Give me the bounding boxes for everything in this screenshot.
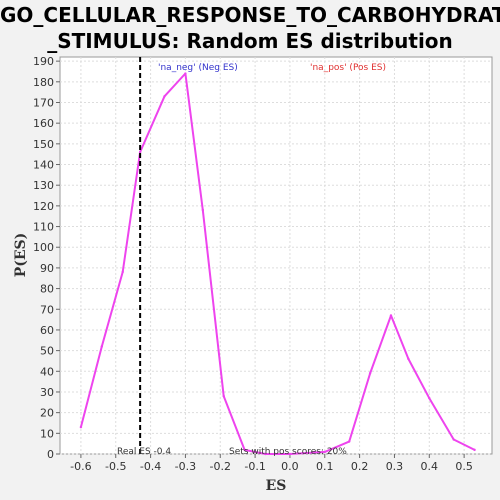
x-tick-label: 0.1 <box>316 460 334 473</box>
data-point <box>79 425 83 429</box>
y-tick-label: 30 <box>40 386 54 399</box>
data-point <box>121 270 124 274</box>
y-tick-label: 190 <box>33 55 54 68</box>
data-point <box>323 450 326 454</box>
data-point <box>201 208 205 212</box>
data-point <box>264 452 267 456</box>
axes: 0 10 20 30 40 50 60 70 80 90 100 110 120 130 140 150 160… <box>33 55 473 473</box>
y-tick-label: 0 <box>47 448 54 461</box>
data-point <box>368 372 372 375</box>
x-tick-label: 0.5 <box>455 460 473 473</box>
y-tick-label: 140 <box>33 159 54 172</box>
series-layer <box>79 72 476 456</box>
grid-lines <box>60 57 492 455</box>
y-tick-label: 160 <box>33 117 54 130</box>
x-tick-label: -0.5 <box>105 460 126 473</box>
data-point <box>407 357 410 361</box>
data-point <box>163 95 166 98</box>
y-tick-label: 130 <box>33 179 54 192</box>
chart-title: GO_CELLULAR_RESPONSE_TO_CARBOHYDRATE _ST… <box>0 2 500 54</box>
data-point <box>222 394 225 398</box>
legend-neg: 'na_neg' (Neg ES) <box>158 63 238 73</box>
data-point <box>243 448 246 452</box>
x-tick-label: -0.4 <box>140 460 161 473</box>
title-line-1: GO_CELLULAR_RESPONSE_TO_CARBOHYDRATE <box>0 3 500 27</box>
y-tick-label: 90 <box>40 262 54 275</box>
y-axis-title: P(ES) <box>13 233 29 278</box>
y-tick-label: 180 <box>33 76 54 89</box>
y-tick-label: 70 <box>40 303 54 316</box>
x-axis-title: ES <box>266 478 287 494</box>
y-tick-label: 40 <box>40 365 54 378</box>
x-tick-label: 0.4 <box>421 460 439 473</box>
y-tick-label: 50 <box>40 345 54 358</box>
x-tick-label: -0.6 <box>70 460 91 473</box>
y-tick-label: 80 <box>40 283 54 296</box>
y-tick-label: 60 <box>40 324 54 337</box>
x-tick-label: 0.3 <box>386 460 404 473</box>
y-tick-label: 170 <box>33 96 54 109</box>
real-es-annotation: Real ES -0.4 <box>117 447 171 457</box>
x-tick-label: -0.3 <box>175 460 196 473</box>
data-point <box>452 438 455 441</box>
x-tick-label: 0.2 <box>351 460 369 473</box>
data-point <box>389 314 393 317</box>
y-tick-label: 150 <box>33 138 54 151</box>
x-tick-label: 0.0 <box>281 460 299 473</box>
x-tick-label: -0.2 <box>210 460 231 473</box>
y-tick-label: 10 <box>40 427 54 440</box>
data-point <box>138 150 142 154</box>
data-point <box>288 452 292 456</box>
data-point <box>473 448 476 452</box>
data-point <box>347 440 351 443</box>
legend-pos: 'na_pos' (Pos ES) <box>310 63 386 73</box>
x-tick-label: -0.1 <box>244 460 265 473</box>
y-tick-label: 120 <box>33 200 54 213</box>
data-point <box>184 72 187 75</box>
title-line-2: _STIMULUS: Random ES distribution <box>47 29 453 53</box>
y-tick-label: 100 <box>33 241 54 254</box>
y-tick-label: 20 <box>40 407 54 420</box>
data-point <box>100 345 104 348</box>
y-tick-label: 110 <box>33 221 54 234</box>
pos-scores-annotation: Sets with pos scores: 20% <box>229 447 347 457</box>
data-point <box>428 396 431 400</box>
